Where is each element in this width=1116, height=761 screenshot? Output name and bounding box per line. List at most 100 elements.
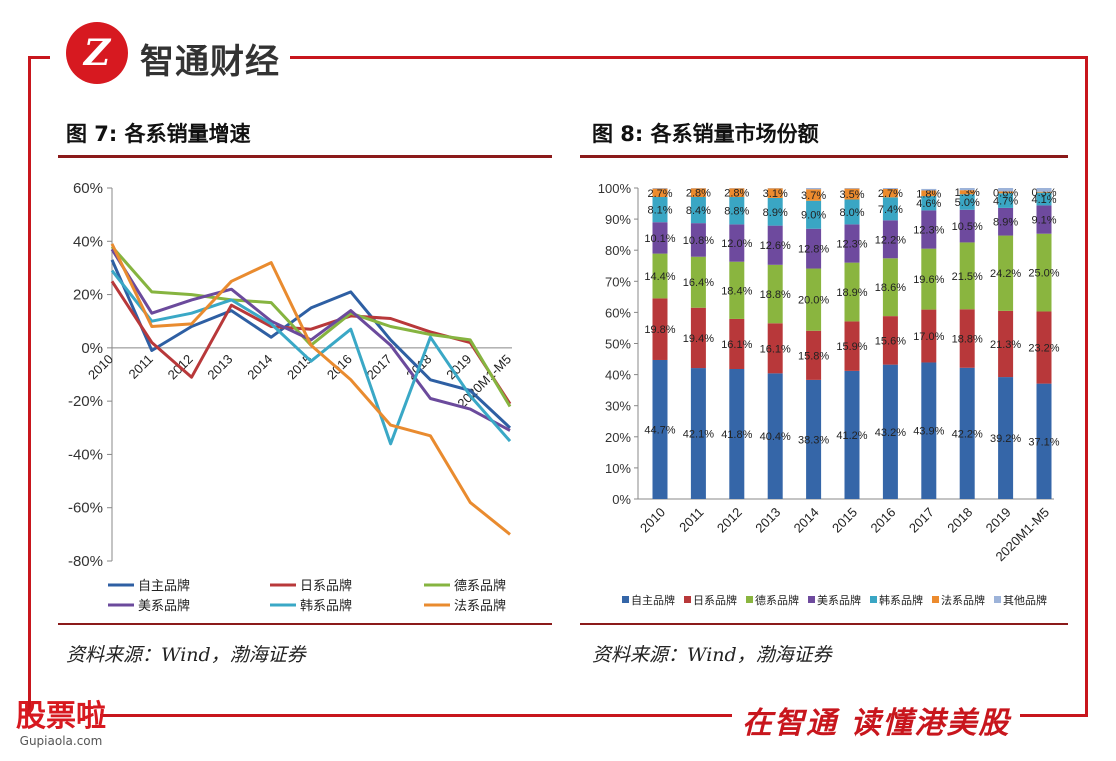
data-label: 8.9% xyxy=(763,207,788,219)
data-label: 8.1% xyxy=(647,205,672,217)
bar-segment xyxy=(921,248,937,310)
legend-label: 自主品牌 xyxy=(138,578,190,593)
bar-segment xyxy=(729,188,745,198)
bar-segment xyxy=(844,262,860,322)
data-label: 4.6% xyxy=(916,198,941,210)
y-tick-label: 60% xyxy=(605,305,631,320)
bar-segment xyxy=(998,191,1014,194)
series-line xyxy=(110,259,512,429)
bar-segment xyxy=(1036,191,1052,193)
series-line xyxy=(110,248,511,432)
legend-label: 法系品牌 xyxy=(454,598,506,613)
data-label: 16.1% xyxy=(760,343,791,355)
y-tick-label: -40% xyxy=(68,446,103,463)
x-tick-label: 2011 xyxy=(126,351,156,381)
bar-segment xyxy=(921,196,937,211)
x-tick-label: 2017 xyxy=(906,505,937,536)
data-label: 18.6% xyxy=(875,282,906,294)
data-label: 43.2% xyxy=(875,427,906,439)
x-tick-label: 2011 xyxy=(676,505,706,535)
fig8-source: 资料来源：Wind，渤海证券 xyxy=(592,644,832,666)
data-label: 14.4% xyxy=(644,271,675,283)
frame-top-left-line xyxy=(28,56,50,59)
bar-segment xyxy=(690,188,706,198)
data-label: 10.8% xyxy=(683,235,714,247)
data-label: 18.9% xyxy=(836,287,867,299)
bar-segment xyxy=(729,261,745,319)
legend-swatch xyxy=(932,596,939,603)
fig7-title-rule xyxy=(58,155,552,158)
bar-segment xyxy=(1036,311,1052,384)
data-label: 42.1% xyxy=(683,429,714,441)
data-label: 41.8% xyxy=(721,429,752,441)
x-tick-label: 2013 xyxy=(752,505,783,536)
data-label: 12.0% xyxy=(721,238,752,250)
legend-label: 其他品牌 xyxy=(1003,593,1047,607)
y-tick-label: 90% xyxy=(605,212,631,227)
data-label: 21.5% xyxy=(952,271,983,283)
data-label: 12.3% xyxy=(913,225,944,237)
legend-swatch xyxy=(684,596,691,603)
legend-swatch xyxy=(622,596,629,603)
data-label: 18.4% xyxy=(721,285,752,297)
y-tick-label: -20% xyxy=(68,393,103,410)
watermark: 股票啦 Gupiaola.com xyxy=(2,699,120,749)
legend-swatch xyxy=(870,596,877,603)
watermark-main: 股票啦 xyxy=(16,699,106,734)
frame-right-line xyxy=(1085,56,1088,716)
data-label: 40.4% xyxy=(760,431,791,443)
bar-segment xyxy=(844,188,860,189)
data-label: 39.2% xyxy=(990,433,1021,445)
y-tick-label: 60% xyxy=(73,180,103,197)
data-label: 24.2% xyxy=(990,268,1021,280)
data-label: 16.1% xyxy=(721,339,752,351)
bar-segment xyxy=(959,242,975,310)
data-label: 4.7% xyxy=(993,196,1018,208)
bar-segment xyxy=(844,224,860,263)
bar-segment xyxy=(767,264,783,324)
legend-label: 德系品牌 xyxy=(454,578,506,593)
bar-segment xyxy=(959,309,975,368)
data-label: 12.6% xyxy=(760,240,791,252)
data-label: 2.7% xyxy=(647,188,672,200)
frame-bottom-line xyxy=(100,714,1088,717)
bar-segment xyxy=(882,188,898,189)
fig8-stacked-bar-chart: 0% 10% 20% 30% 40% 50% 60% 70% 80% 90% 100% 44.7% 19… xyxy=(598,181,1060,607)
bar-segment xyxy=(652,197,668,223)
bar-segment xyxy=(652,253,668,299)
bar-segment xyxy=(998,207,1014,236)
x-tick-label: 2016 xyxy=(867,505,898,536)
data-label: 19.6% xyxy=(913,274,944,286)
data-label: 42.2% xyxy=(952,428,983,440)
x-tick-label: 2014 xyxy=(791,505,822,536)
bar-segment xyxy=(767,225,783,265)
data-label: 15.9% xyxy=(836,341,867,353)
data-label: 20.0% xyxy=(798,295,829,307)
fig8-title: 图 8: 各系销量市场份额 xyxy=(592,122,819,146)
data-label: 3.5% xyxy=(839,189,864,201)
legend-label: 韩系品牌 xyxy=(879,593,923,607)
bar-segment xyxy=(1036,233,1052,312)
bar-segment xyxy=(1036,188,1052,192)
fig7-line-chart: 60%40%20%0%-20%-40%-60%-80%2010 2011 2012 2… xyxy=(68,180,514,613)
legend-label: 自主品牌 xyxy=(631,593,675,607)
bar-segment xyxy=(690,307,706,369)
data-label: 12.8% xyxy=(798,244,829,256)
legend-label: 美系品牌 xyxy=(817,593,861,607)
fig8-title-rule xyxy=(580,155,1068,158)
bar-segment xyxy=(998,235,1014,311)
data-label: 3.7% xyxy=(801,190,826,202)
y-tick-label: 100% xyxy=(598,181,632,196)
legend-label: 日系品牌 xyxy=(300,578,352,593)
y-tick-label: -80% xyxy=(68,553,103,570)
data-label: 12.3% xyxy=(836,239,867,251)
data-label: 8.0% xyxy=(839,207,864,219)
bar-segment xyxy=(767,188,783,198)
legend-label: 韩系品牌 xyxy=(300,598,352,613)
data-label: 18.8% xyxy=(952,334,983,346)
bar-segment xyxy=(921,309,937,363)
bar-segment xyxy=(882,188,898,198)
bar-segment xyxy=(806,200,822,229)
bar-segment xyxy=(959,190,975,195)
bar-segment xyxy=(652,188,668,198)
